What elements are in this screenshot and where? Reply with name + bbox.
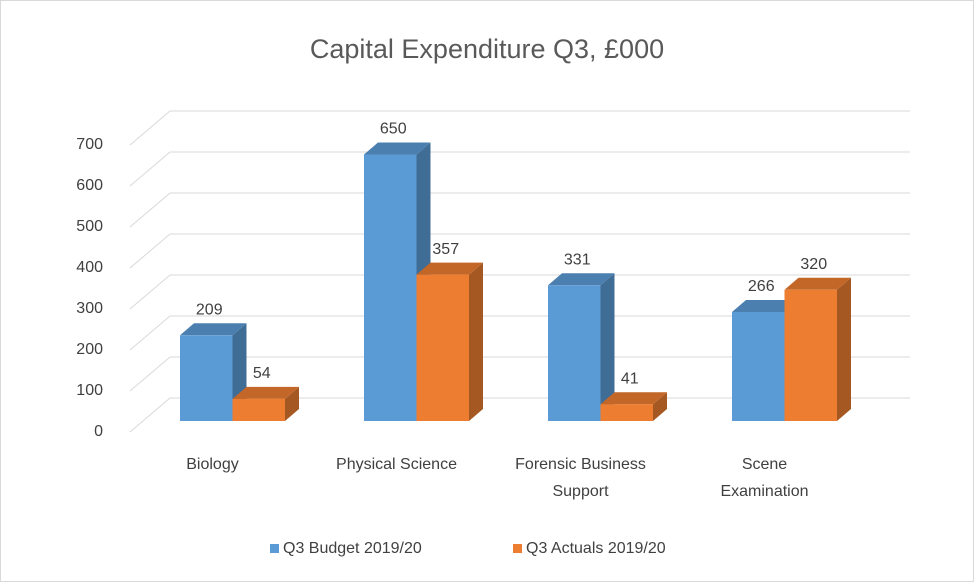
grid-line-side xyxy=(129,192,171,228)
legend-swatch xyxy=(270,544,279,553)
bar-side xyxy=(653,392,667,421)
bar-top xyxy=(600,392,667,405)
bar xyxy=(784,289,837,421)
grid-line-side xyxy=(129,356,171,392)
bar-top xyxy=(232,386,299,399)
grid-line-side xyxy=(129,274,171,310)
y-tick-label: 300 xyxy=(76,300,103,317)
bar xyxy=(180,335,233,421)
bar-top xyxy=(364,142,431,155)
bar xyxy=(232,398,285,421)
bar xyxy=(416,274,469,421)
chart-title: Capital Expenditure Q3, £000 xyxy=(310,34,664,64)
y-tick-label: 700 xyxy=(76,136,103,153)
y-tick-label: 600 xyxy=(76,177,103,194)
x-tick-label: Forensic Business Support xyxy=(515,456,646,500)
y-tick-label: 400 xyxy=(76,259,103,276)
bar xyxy=(600,404,653,421)
x-tick-label: Scene Examination xyxy=(720,456,809,500)
bar-side xyxy=(600,273,615,421)
y-tick-label: 100 xyxy=(76,382,103,399)
y-tick-label: 500 xyxy=(76,218,103,235)
bar-side xyxy=(285,386,299,421)
value-label: 650 xyxy=(380,121,407,138)
bar-top xyxy=(732,299,799,312)
value-label: 357 xyxy=(432,241,459,258)
value-label: 266 xyxy=(748,278,775,295)
grid-line-side xyxy=(129,110,171,146)
value-label: 209 xyxy=(196,302,223,319)
legend-swatch xyxy=(513,544,522,553)
bar xyxy=(548,285,601,421)
bar-side xyxy=(837,277,851,421)
value-label: 331 xyxy=(564,252,591,269)
bar-top xyxy=(416,262,483,275)
value-label: 54 xyxy=(253,365,271,382)
bar xyxy=(732,311,785,421)
bar-top xyxy=(784,277,851,290)
bar-top xyxy=(180,323,247,336)
grid-line-side xyxy=(129,397,171,433)
grid-line-side xyxy=(129,233,171,269)
bar xyxy=(364,154,417,421)
x-tick-label: Physical Science xyxy=(336,456,457,473)
grid-line-side xyxy=(129,315,171,351)
value-label: 41 xyxy=(621,370,639,387)
legend-label: Q3 Budget 2019/20 xyxy=(283,540,422,557)
y-tick-label: 0 xyxy=(94,423,103,440)
grid-line-side xyxy=(129,151,171,187)
bar-side xyxy=(469,262,483,421)
value-label: 320 xyxy=(800,256,827,273)
x-tick-label: Biology xyxy=(186,456,239,473)
y-tick-label: 200 xyxy=(76,341,103,358)
bar-top xyxy=(548,273,615,286)
legend-label: Q3 Actuals 2019/20 xyxy=(526,540,666,557)
